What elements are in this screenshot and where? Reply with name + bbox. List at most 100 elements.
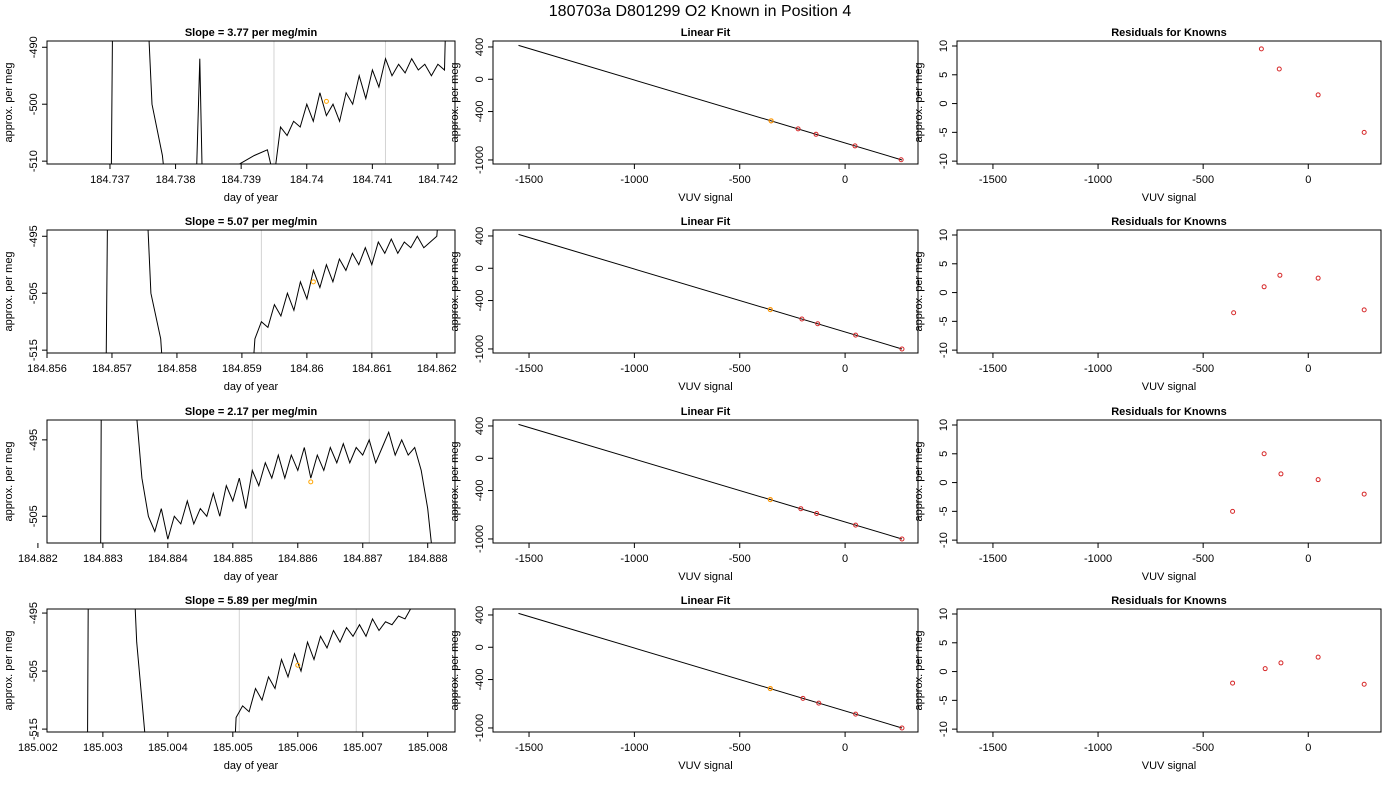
panel-title: Slope = 5.89 per meg/min (185, 595, 318, 607)
data-point (1278, 471, 1284, 477)
x-tick-label: -1000 (1084, 742, 1112, 754)
y-tick-label: 400 (474, 606, 486, 624)
x-tick-label: 184.742 (418, 174, 458, 186)
data-point (852, 143, 858, 149)
plot-frame (956, 40, 1382, 165)
data-point (1315, 92, 1321, 98)
plot-area (1231, 272, 1367, 316)
data-point (899, 536, 905, 542)
y-tick-label: -515 (28, 718, 40, 740)
x-tick-label: -1500 (979, 174, 1007, 186)
data-point (1315, 654, 1321, 660)
x-tick-label: 184.884 (148, 553, 188, 565)
plot-area (518, 423, 905, 542)
y-tick-label: -495 (28, 602, 40, 624)
data-point (814, 510, 820, 516)
y-tick-label: -490 (28, 36, 40, 58)
x-tick-label: -500 (1192, 553, 1214, 565)
plot-area (110, 41, 446, 164)
y-tick-label: -5 (938, 506, 950, 516)
panel-title: Residuals for Knowns (1111, 406, 1227, 418)
x-axis-label: VUV signal (1142, 381, 1196, 393)
plot-frame (46, 419, 456, 544)
x-tick-label: -1500 (515, 742, 543, 754)
plot-frame (956, 608, 1382, 733)
x-tick-label: 185.004 (148, 742, 188, 754)
y-tick-label: 0 (474, 455, 486, 461)
data-point (295, 662, 301, 668)
x-axis-label: VUV signal (1142, 571, 1196, 583)
x-tick-label: -1000 (620, 363, 648, 375)
x-tick-label: -1000 (1084, 174, 1112, 186)
y-tick-label: -5 (938, 695, 950, 705)
x-tick-label: -1500 (979, 553, 1007, 565)
panel-title: Linear Fit (681, 27, 731, 39)
y-tick-label: -515 (28, 339, 40, 361)
data-point (323, 98, 329, 104)
y-tick-label: -10 (938, 532, 950, 548)
y-axis-label: approx. per meg (3, 630, 15, 710)
plot-frame (46, 229, 456, 354)
x-tick-label: 184.74 (290, 174, 324, 186)
y-tick-label: -5 (938, 316, 950, 326)
panel-title: Linear Fit (681, 406, 731, 418)
data-point (799, 316, 805, 322)
x-tick-label: 185.005 (213, 742, 253, 754)
data-line (100, 420, 432, 543)
data-line (518, 233, 903, 350)
y-tick-label: -495 (28, 225, 40, 247)
data-line (518, 44, 903, 161)
data-point (767, 686, 773, 692)
data-point (1361, 129, 1367, 135)
y-tick-label: -495 (28, 429, 40, 451)
y-axis-label: approx. per meg (449, 62, 461, 142)
data-point (308, 479, 314, 485)
x-tick-label: 0 (842, 174, 848, 186)
y-tick-label: -505 (28, 282, 40, 304)
y-tick-label: 400 (474, 417, 486, 435)
x-tick-label: 184.887 (343, 553, 383, 565)
x-tick-label: -500 (729, 363, 751, 375)
x-tick-label: -1500 (515, 363, 543, 375)
y-tick-label: -5 (938, 127, 950, 137)
y-tick-label: -505 (28, 505, 40, 527)
y-tick-label: 5 (938, 640, 950, 646)
plot-area (518, 612, 905, 731)
panel-title: Linear Fit (681, 595, 731, 607)
data-point (1262, 666, 1268, 672)
data-point (1361, 307, 1367, 313)
x-axis-label: day of year (224, 571, 279, 583)
x-axis-label: day of year (224, 760, 279, 772)
y-axis-label: approx. per meg (449, 441, 461, 521)
data-line (105, 230, 438, 353)
x-axis-label: VUV signal (678, 571, 732, 583)
y-tick-label: -1000 (474, 335, 486, 363)
y-tick-label: 0 (474, 76, 486, 82)
data-point (1230, 680, 1236, 686)
y-axis-label: approx. per meg (3, 62, 15, 142)
x-axis-label: VUV signal (678, 192, 732, 204)
x-tick-label: -1500 (979, 742, 1007, 754)
x-tick-label: -1000 (1084, 363, 1112, 375)
data-line (110, 41, 446, 164)
plot-area (87, 609, 412, 732)
x-tick-label: -1000 (620, 174, 648, 186)
y-tick-label: 400 (474, 38, 486, 56)
data-line (87, 609, 412, 732)
data-point (899, 725, 905, 731)
data-line (518, 423, 903, 540)
y-tick-label: 0 (938, 480, 950, 486)
x-tick-label: 185.008 (408, 742, 448, 754)
plot-area (105, 230, 438, 353)
panel-title: Slope = 3.77 per meg/min (185, 27, 318, 39)
plot-area (100, 420, 432, 543)
data-point (798, 506, 804, 512)
y-tick-label: -510 (28, 150, 40, 172)
panel-title: Slope = 2.17 per meg/min (185, 406, 318, 418)
data-point (1230, 508, 1236, 514)
y-tick-label: -10 (938, 153, 950, 169)
x-tick-label: -500 (729, 174, 751, 186)
data-point (1315, 275, 1321, 281)
y-axis-label: approx. per meg (3, 251, 15, 331)
